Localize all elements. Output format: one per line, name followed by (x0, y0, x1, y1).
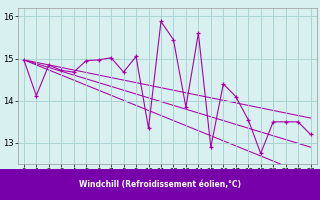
Text: Windchill (Refroidissement éolien,°C): Windchill (Refroidissement éolien,°C) (79, 180, 241, 190)
Text: Windchill (Refroidissement éolien,°C): Windchill (Refroidissement éolien,°C) (79, 188, 241, 196)
